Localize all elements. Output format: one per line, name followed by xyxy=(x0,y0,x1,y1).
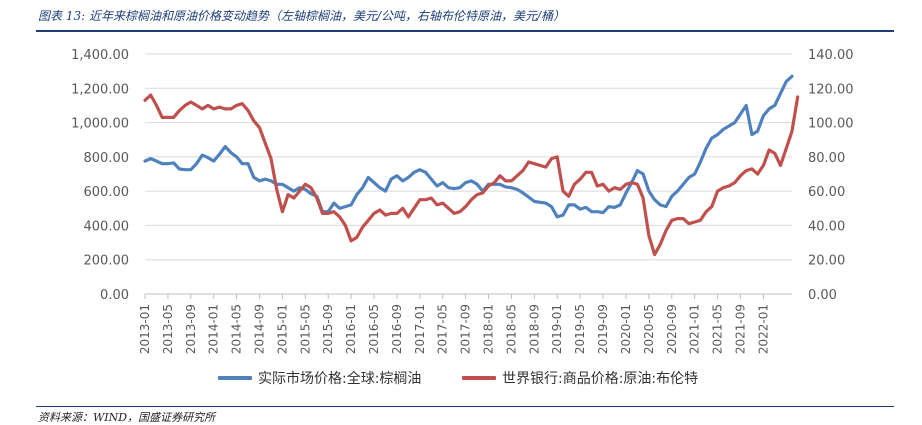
x-tick-label: 2017-09 xyxy=(459,304,473,354)
x-tick-label: 2015-01 xyxy=(275,304,289,354)
left-tick-label: 200.00 xyxy=(84,254,130,269)
x-tick-label: 2019-01 xyxy=(550,304,564,354)
right-axis-ticks: 0.00 20.00 40.00 60.00 80.00 100.00 120.00 140.… xyxy=(808,48,854,303)
legend-swatch-brent xyxy=(462,376,496,380)
x-axis-ticks: 2013-01 2013-05 2013-09 2014-01 2014-05 2014-… xyxy=(138,293,792,354)
right-tick-label: 20.00 xyxy=(808,254,845,269)
x-tick-label: 2016-09 xyxy=(390,304,404,354)
x-tick-label: 2018-05 xyxy=(504,304,518,354)
series-line-palm-oil xyxy=(143,74,794,219)
right-tick-label: 40.00 xyxy=(808,219,845,234)
left-tick-label: 1,400.00 xyxy=(71,48,129,63)
x-tick-label: 2016-05 xyxy=(367,304,381,354)
x-tick-label: 2018-01 xyxy=(482,304,496,354)
right-tick-label: 100.00 xyxy=(808,117,854,132)
x-tick-label: 2013-05 xyxy=(161,304,175,354)
x-tick-label: 2021-01 xyxy=(688,304,702,354)
x-tick-label: 2015-05 xyxy=(298,304,312,354)
left-tick-label: 800.00 xyxy=(84,151,130,166)
x-tick-label: 2014-05 xyxy=(230,304,244,354)
line-chart: 0.00 200.00 400.00 600.00 800.00 1,000.00 1,20… xyxy=(71,48,854,354)
left-tick-label: 400.00 xyxy=(84,219,130,234)
x-tick-label: 2019-09 xyxy=(596,304,610,354)
x-tick-label: 2022-01 xyxy=(756,304,770,354)
x-tick-label: 2021-05 xyxy=(711,304,725,354)
series-lines xyxy=(143,74,800,257)
x-tick-label: 2017-01 xyxy=(413,304,427,354)
x-tick-label: 2018-09 xyxy=(527,304,541,354)
right-tick-label: 140.00 xyxy=(808,48,854,63)
series-line-brent xyxy=(143,93,800,257)
x-tick-label: 2013-01 xyxy=(138,304,152,354)
chart-title: 图表 13: 近年来棕榈油和原油价格变动趋势（左轴棕榈油，美元/公吨，右轴布伦特… xyxy=(38,9,566,23)
legend-label-brent: 世界银行:商品价格:原油:布伦特 xyxy=(502,371,699,387)
x-tick-label: 2020-09 xyxy=(665,304,679,354)
x-tick-label: 2014-01 xyxy=(207,304,221,354)
right-tick-label: 60.00 xyxy=(808,185,845,200)
left-axis-ticks: 0.00 200.00 400.00 600.00 800.00 1,000.00 1,20… xyxy=(71,48,129,303)
legend-label-palm-oil: 实际市场价格:全球:棕榈油 xyxy=(258,371,422,387)
right-tick-label: 0.00 xyxy=(808,288,837,303)
legend-item-palm-oil: 实际市场价格:全球:棕榈油 xyxy=(218,368,421,388)
footer-rule xyxy=(36,406,894,407)
right-tick-label: 120.00 xyxy=(808,82,854,97)
legend-item-brent: 世界银行:商品价格:原油:布伦特 xyxy=(462,368,698,388)
x-tick-label: 2015-09 xyxy=(321,304,335,354)
x-tick-label: 2021-09 xyxy=(733,304,747,354)
legend-swatch-palm-oil xyxy=(218,376,252,380)
x-tick-label: 2020-05 xyxy=(642,304,656,354)
x-tick-label: 2014-09 xyxy=(253,304,267,354)
left-tick-label: 1,200.00 xyxy=(71,82,129,97)
source-note: 资料来源：WIND，国盛证券研究所 xyxy=(38,411,216,424)
x-tick-label: 2020-01 xyxy=(619,304,633,354)
x-tick-label: 2017-05 xyxy=(436,304,450,354)
left-tick-label: 1,000.00 xyxy=(71,117,129,132)
left-tick-label: 0.00 xyxy=(100,288,129,303)
right-tick-label: 80.00 xyxy=(808,151,845,166)
title-rule xyxy=(36,30,894,32)
left-tick-label: 600.00 xyxy=(84,185,130,200)
x-tick-label: 2013-09 xyxy=(184,304,198,354)
x-tick-label: 2016-01 xyxy=(344,304,358,354)
legend: 实际市场价格:全球:棕榈油 世界银行:商品价格:原油:布伦特 xyxy=(0,368,922,390)
x-tick-label: 2019-05 xyxy=(573,304,587,354)
